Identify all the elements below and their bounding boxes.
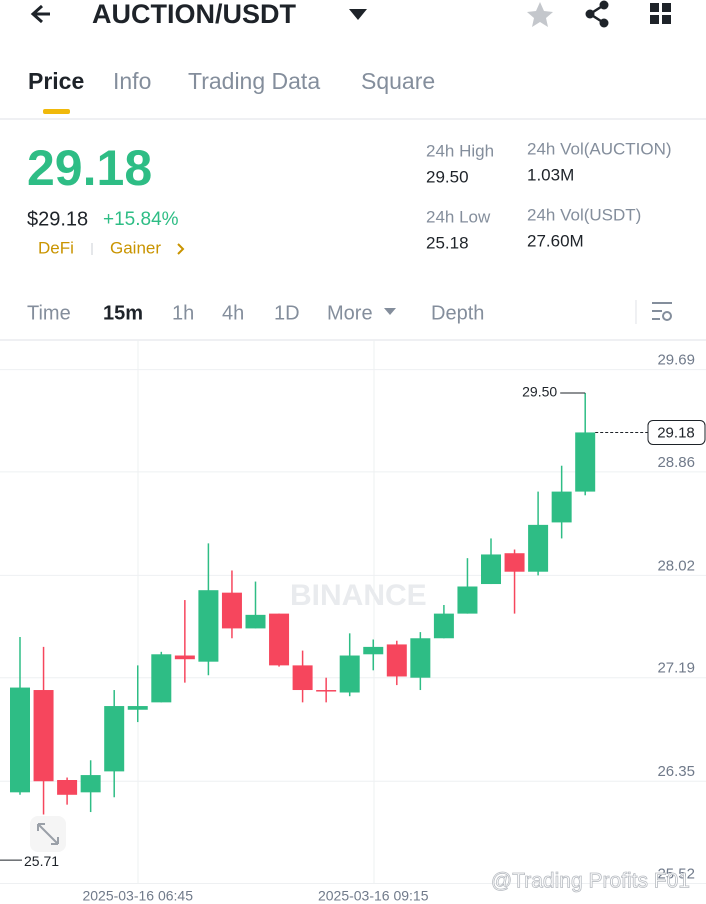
menu-grid[interactable] <box>650 3 671 24</box>
stat-value: 27.60M <box>527 231 584 250</box>
pair-dropdown[interactable] <box>349 9 367 20</box>
stat-value: 29.50 <box>426 167 469 186</box>
y-tick-label: 25.52 <box>657 866 695 883</box>
candle-body <box>104 706 125 772</box>
interval[interactable]: 15m <box>103 302 143 324</box>
candle-body <box>245 614 266 629</box>
more-dropdown[interactable] <box>384 308 396 315</box>
candle-body <box>10 687 30 793</box>
interval[interactable]: 1h <box>172 302 194 324</box>
usd-price: $29.18 <box>27 208 88 230</box>
candle-body <box>57 780 78 795</box>
tab[interactable]: Price <box>28 68 84 94</box>
tag[interactable]: Gainer <box>110 238 161 257</box>
stat-value: 25.18 <box>426 233 469 252</box>
tag[interactable]: DeFi <box>38 238 74 257</box>
candle-body <box>528 524 549 572</box>
tab[interactable]: Square <box>361 68 435 94</box>
candle-body <box>410 638 431 678</box>
y-tick-label: 29.69 <box>657 352 695 369</box>
candle-body <box>433 613 454 639</box>
interval[interactable]: More <box>327 302 373 324</box>
candle-body <box>481 554 501 585</box>
stat-label: 24h Vol(USDT) <box>527 205 641 224</box>
chart-settings[interactable] <box>652 302 672 321</box>
candle-body <box>80 775 101 793</box>
tag-chevron <box>177 243 185 255</box>
share-button[interactable] <box>585 0 609 28</box>
last-price: 29.18 <box>27 140 152 196</box>
tab[interactable]: Info <box>113 68 151 94</box>
y-tick-label: 26.35 <box>657 763 695 780</box>
fullscreen-button[interactable] <box>30 816 66 852</box>
pair-title[interactable]: AUCTION/USDT <box>92 0 296 29</box>
stat-label: 24h High <box>426 141 494 160</box>
low-label: 25.71 <box>24 853 59 869</box>
high-label: 29.50 <box>522 384 557 400</box>
candle-body <box>292 665 313 691</box>
candle-body <box>363 646 384 655</box>
candle-body <box>151 654 172 703</box>
candle-body <box>504 553 525 572</box>
candle-body <box>33 690 54 782</box>
interval[interactable]: 1D <box>274 302 300 324</box>
last-price-label: 29.18 <box>657 424 695 441</box>
candle-body <box>457 586 478 614</box>
favorite-star[interactable] <box>527 2 553 27</box>
price-change: +15.84% <box>103 209 179 230</box>
stat-label: 24h Vol(AUCTION) <box>527 139 672 158</box>
interval[interactable]: Time <box>27 302 71 324</box>
watermark: @Trading Profits F01 <box>491 870 690 893</box>
back-button[interactable] <box>30 4 50 24</box>
tab[interactable]: Trading Data <box>188 68 320 94</box>
watermark: BINANCE <box>290 579 427 612</box>
candle-body <box>339 655 360 693</box>
candle-body <box>551 491 572 523</box>
last-price-box <box>647 419 706 445</box>
candle-body <box>127 706 148 710</box>
x-tick-label: 2025-03-16 09:15 <box>318 888 429 904</box>
candle-body <box>316 690 337 692</box>
interval[interactable]: Depth <box>431 302 484 324</box>
tab-indicator <box>43 109 70 114</box>
candle-body <box>198 590 219 662</box>
y-tick-label: 27.19 <box>657 660 695 677</box>
candle-body <box>221 592 242 629</box>
stat-label: 24h Low <box>426 207 491 226</box>
chart: 25.52 26.35 27.19 28.02 28.86 29.69 2025-03-16… <box>0 352 706 904</box>
interval[interactable]: 4h <box>222 302 244 324</box>
y-tick-label: 28.02 <box>657 557 695 574</box>
x-tick-label: 2025-03-16 06:45 <box>82 888 193 904</box>
y-tick-label: 28.86 <box>657 454 695 471</box>
candle-body <box>269 613 290 666</box>
candle-body <box>386 644 407 677</box>
candle-body <box>174 655 195 660</box>
candle-body <box>575 432 596 492</box>
stat-value: 1.03M <box>527 165 574 184</box>
